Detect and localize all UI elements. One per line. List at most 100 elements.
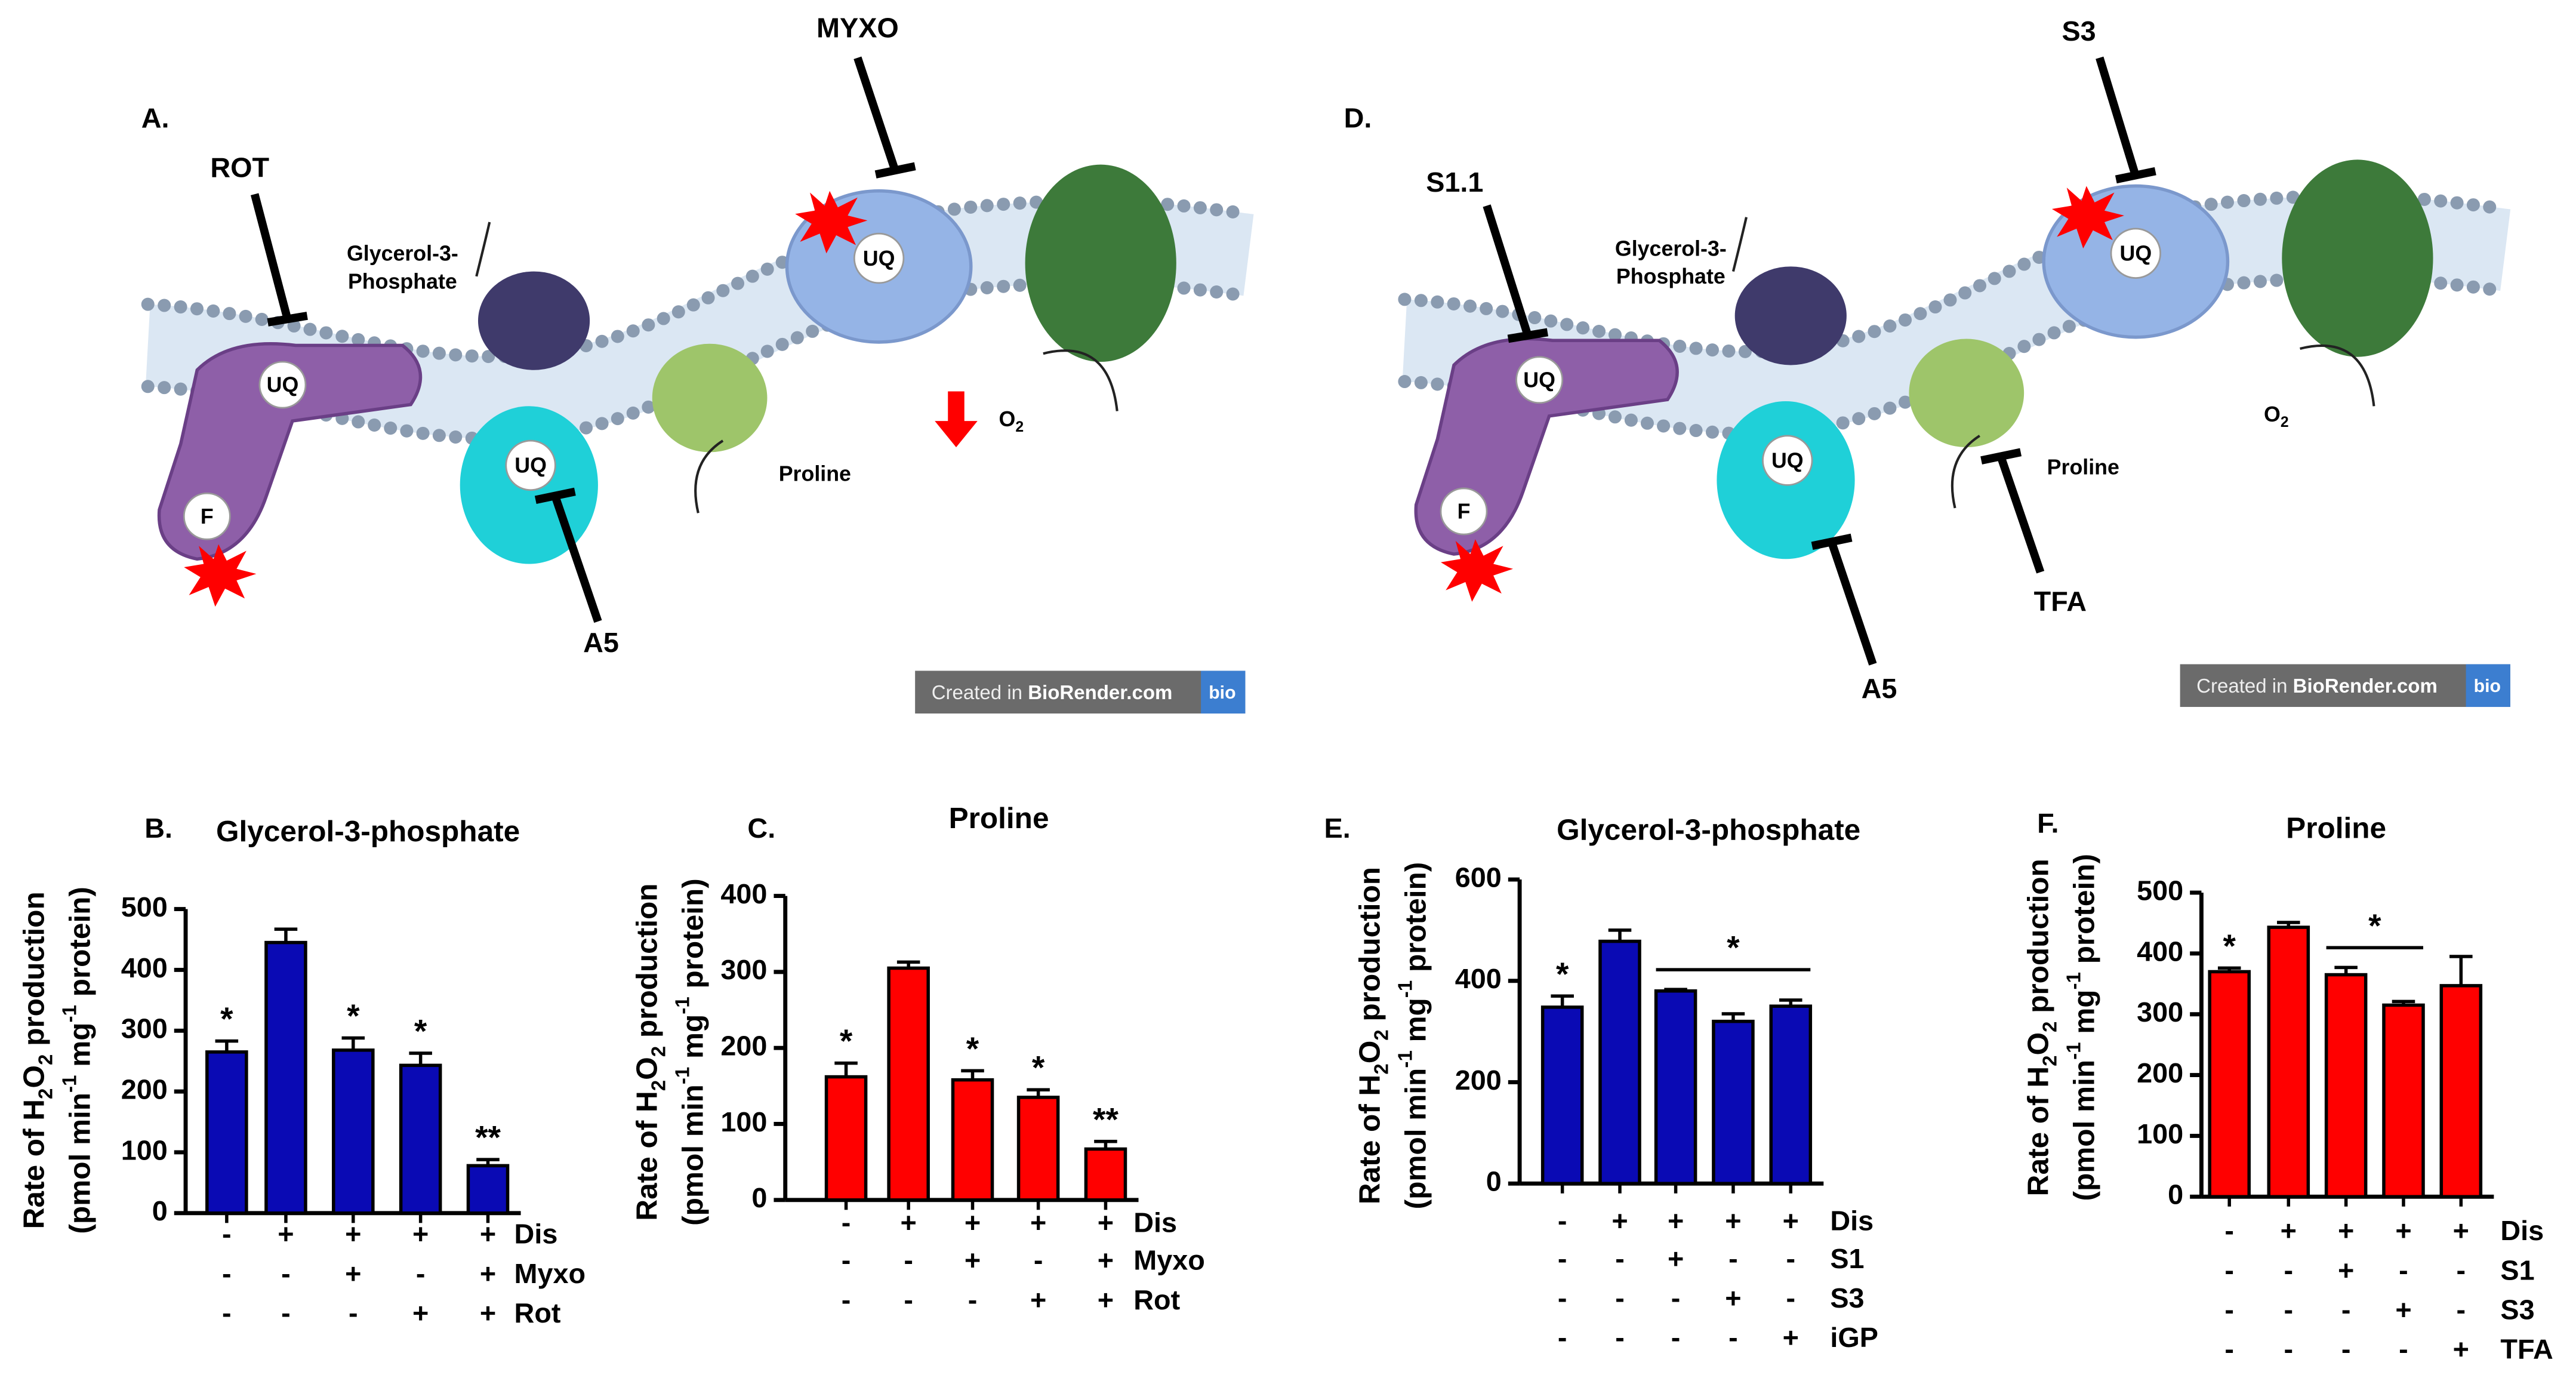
substrate: Proline [779, 462, 851, 485]
y-axis-label-part: production [1353, 867, 1386, 1029]
condition-sign: + [1611, 1205, 1628, 1237]
condition-sign: - [2457, 1294, 2466, 1325]
y-axis-label-part: -1 [58, 1005, 81, 1022]
condition-name: Dis [1133, 1207, 1177, 1238]
bar [1084, 1147, 1127, 1202]
labels-a: A. ROT MYXO A5 Glycerol-3- Phosphate Pro… [141, 12, 1246, 714]
inhibitors-a [250, 56, 2156, 666]
condition-sign: + [2453, 1333, 2469, 1364]
y-tick-label: 200 [720, 1031, 767, 1062]
y-axis-label-part: protein) [676, 878, 709, 996]
condition-sign: + [1783, 1205, 1799, 1237]
condition-sign: - [2399, 1254, 2408, 1285]
error-bar [834, 1061, 858, 1077]
chart-title: Proline [2286, 812, 2386, 845]
bar [205, 1050, 248, 1215]
error-bar [1608, 928, 1632, 942]
condition-sign: + [412, 1297, 429, 1328]
error-bar [961, 1069, 984, 1080]
y-tick-label: 300 [2137, 996, 2183, 1028]
condition-name: Rot [514, 1297, 561, 1328]
o2-sub: 2 [1015, 419, 1024, 435]
condition-sign: - [1615, 1322, 1625, 1353]
condition-sign: - [2341, 1333, 2351, 1364]
uq: UQ [1523, 368, 1555, 392]
bar [264, 940, 307, 1215]
bar [887, 966, 930, 1202]
credit-text: Created in [932, 681, 1028, 703]
condition-sign: + [412, 1219, 429, 1250]
condition-sign: + [345, 1219, 361, 1250]
y-axis-label-part: 2 [35, 1088, 57, 1099]
y-axis-label-part: -1 [58, 1075, 81, 1093]
condition-sign: + [480, 1297, 496, 1328]
y-tick-label: 400 [2137, 936, 2183, 967]
condition-sign: + [2395, 1294, 2411, 1325]
condition-sign: + [1668, 1205, 1684, 1237]
condition-sign: + [1098, 1207, 1114, 1238]
condition-sign: + [2281, 1215, 2297, 1246]
y-tick-label: 200 [1455, 1065, 1502, 1096]
credit-site: BioRender.com [1028, 681, 1172, 703]
bar [1769, 1004, 1813, 1186]
y-axis-label-part: Rate of H [2022, 1066, 2055, 1196]
condition-sign: + [2453, 1215, 2469, 1246]
y-axis-label-part: mg [2068, 989, 2101, 1042]
y-tick-label: 200 [121, 1074, 168, 1105]
error-bar [2449, 955, 2473, 986]
uq: UQ [863, 247, 895, 270]
y-tick-label: 0 [2168, 1179, 2183, 1210]
y-axis-label-part: 2 [35, 1054, 57, 1065]
credit: Created in BioRender.com [932, 681, 1173, 703]
bar [466, 1164, 510, 1215]
y-axis-label-part: protein) [2068, 854, 2101, 972]
bar [1016, 1096, 1060, 1202]
condition-sign: - [1728, 1322, 1738, 1353]
condition-sign: - [2224, 1215, 2234, 1246]
panel-label: A. [141, 103, 170, 134]
bar [332, 1048, 375, 1215]
significance: * [1032, 1049, 1045, 1086]
bar [824, 1075, 868, 1202]
y-axis-label-part: production [630, 884, 663, 1046]
panel-label: E. [1324, 813, 1351, 844]
condition-name: TFA [2500, 1333, 2553, 1364]
y-axis-label-part: Rate of H [1353, 1075, 1386, 1204]
condition-sign: - [1615, 1243, 1625, 1274]
y-axis-label-part: production [18, 891, 51, 1054]
condition-sign: + [278, 1219, 294, 1250]
condition-sign: - [2284, 1254, 2294, 1285]
condition-sign: - [1615, 1282, 1625, 1314]
y-axis-label-part: 2 [2039, 1056, 2061, 1066]
y-tick-label: 400 [121, 952, 168, 983]
condition-sign: + [345, 1258, 361, 1289]
inhibitor: A5 [583, 627, 619, 658]
bar [951, 1078, 994, 1202]
significance: * [966, 1030, 979, 1067]
error-bar [1779, 998, 1802, 1007]
y-tick-label: 400 [720, 878, 767, 909]
condition-sign: - [2224, 1254, 2234, 1285]
labels-d: D. S1.1 S3 TFA A5 Glycerol-3- Phosphate … [1344, 16, 2510, 708]
condition-sign: - [1671, 1322, 1681, 1353]
condition-sign: + [1725, 1282, 1741, 1314]
error-bar [1664, 988, 1687, 991]
condition-name: Dis [1830, 1205, 1874, 1237]
condition-sign: + [1098, 1245, 1114, 1276]
condition-sign: - [1786, 1243, 1795, 1274]
condition-sign: - [1558, 1205, 1567, 1237]
condition-sign: - [1558, 1322, 1567, 1353]
chart-title: Glycerol-3-phosphate [1557, 813, 1860, 846]
uq: UQ [267, 373, 299, 397]
inhibitor: A5 [1862, 673, 1897, 704]
substrate: Phosphate [348, 269, 457, 293]
credit-logo [2466, 664, 2510, 708]
condition-sign: - [416, 1258, 426, 1289]
y-tick-label: 0 [152, 1195, 168, 1226]
condition-sign: - [1034, 1245, 1043, 1276]
inhibitor: ROT [210, 152, 269, 183]
condition-sign: + [900, 1207, 916, 1238]
y-axis-label: Rate of H2O2 production [1353, 867, 1392, 1204]
error-bar [1551, 994, 1574, 1007]
